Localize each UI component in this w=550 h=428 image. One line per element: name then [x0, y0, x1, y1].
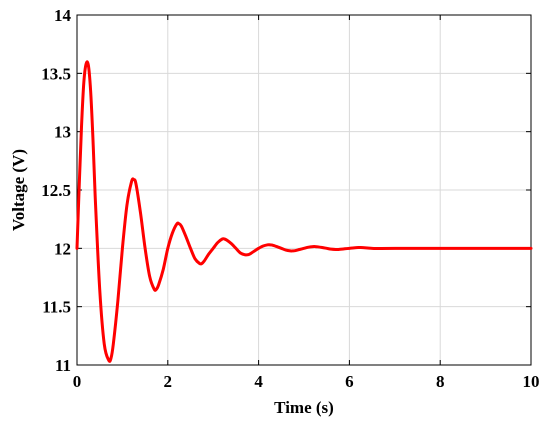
- y-axis-title: Voltage (V): [9, 149, 28, 231]
- x-tick-label: 10: [523, 372, 540, 391]
- y-tick-label: 11.5: [42, 298, 71, 317]
- x-axis-title: Time (s): [274, 398, 334, 417]
- tick-labels: 0 2 4 6 8 10 11 11.5 12 12.5 13 13.5 14: [41, 6, 539, 391]
- voltage-series-line: [75, 60, 533, 363]
- y-tick-label: 13: [54, 123, 71, 142]
- x-tick-label: 4: [254, 372, 263, 391]
- x-tick-label: 2: [164, 372, 173, 391]
- y-tick-label: 14: [54, 6, 72, 25]
- y-tick-label: 11: [55, 356, 71, 375]
- x-tick-label: 0: [73, 372, 82, 391]
- y-tick-label: 12.5: [41, 181, 71, 200]
- x-tick-label: 8: [436, 372, 445, 391]
- y-tick-label: 12: [54, 239, 71, 258]
- series-layer: [75, 60, 533, 363]
- x-tick-label: 6: [345, 372, 354, 391]
- y-tick-label: 13.5: [41, 64, 71, 83]
